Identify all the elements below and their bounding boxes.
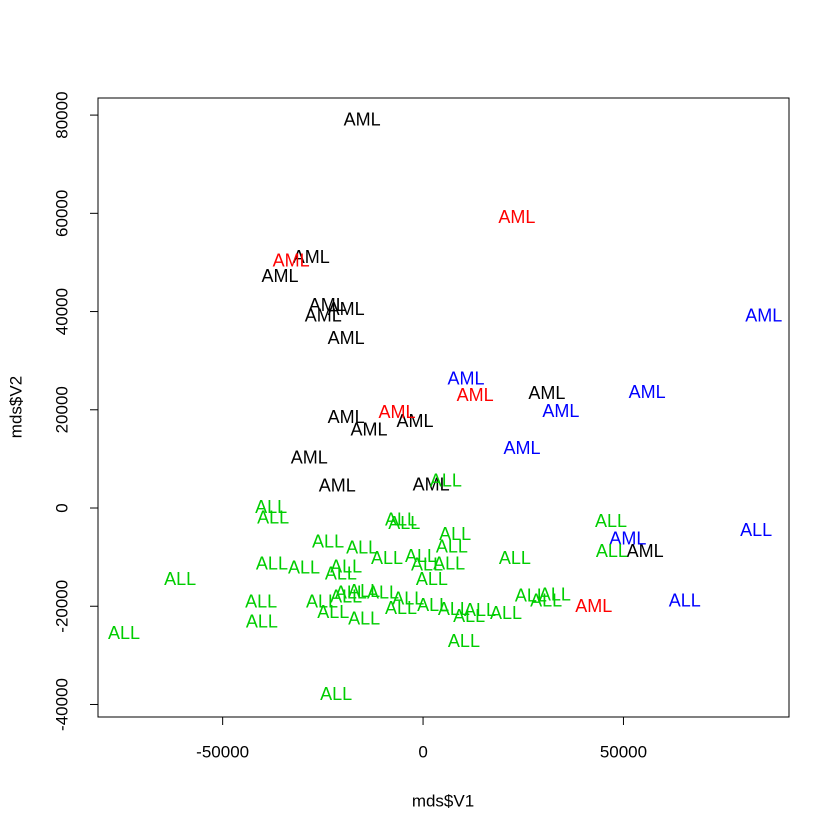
point-label: AML	[528, 383, 565, 403]
point-label: AML	[542, 401, 579, 421]
point-label: ALL	[453, 606, 485, 626]
point-label: AML	[627, 541, 664, 561]
point-label: ALL	[433, 554, 465, 574]
point-label: ALL	[255, 497, 287, 517]
point-label: AML	[413, 475, 450, 495]
point-label: ALL	[108, 623, 140, 643]
y-tick-label: 80000	[52, 91, 71, 138]
point-label: ALL	[325, 564, 357, 584]
point-label: ALL	[348, 609, 380, 629]
point-label: ALL	[596, 541, 628, 561]
point-label: ALL	[669, 591, 701, 611]
point-label: AML	[328, 299, 365, 319]
point-label: ALL	[245, 592, 277, 612]
x-axis-label: mds$V1	[412, 791, 474, 810]
y-tick-label: 60000	[52, 190, 71, 237]
y-axis-label: mds$V2	[6, 376, 25, 438]
point-label: AML	[745, 306, 782, 326]
point-label: AML	[504, 438, 541, 458]
point-label: ALL	[312, 532, 344, 552]
point-label: ALL	[436, 537, 468, 557]
point-label: ALL	[392, 589, 424, 609]
point-label: AML	[447, 369, 484, 389]
y-tick-label: 20000	[52, 386, 71, 433]
x-tick-label: -50000	[196, 742, 249, 761]
point-label: AML	[328, 407, 365, 427]
point-label: ALL	[367, 583, 399, 603]
point-label: AML	[609, 529, 646, 549]
point-label: AML	[575, 596, 612, 616]
point-label: ALL	[515, 586, 547, 606]
point-label: ALL	[499, 548, 531, 568]
point-label: ALL	[539, 585, 571, 605]
point-label: AML	[291, 448, 328, 468]
point-label: ALL	[320, 684, 352, 704]
point-label: ALL	[246, 612, 278, 632]
point-label: AML	[629, 382, 666, 402]
point-label: AML	[261, 266, 298, 286]
plot-frame	[97, 97, 790, 718]
point-label: ALL	[490, 603, 522, 623]
point-label: ALL	[405, 546, 437, 566]
point-label: ALL	[430, 471, 462, 491]
point-label: ALL	[385, 598, 417, 618]
x-tick-label: 0	[418, 742, 427, 761]
point-label: AML	[498, 207, 535, 227]
y-tick-label: 40000	[52, 288, 71, 335]
point-label: AML	[350, 420, 387, 440]
point-label: ALL	[448, 631, 480, 651]
point-label: ALL	[317, 602, 349, 622]
point-label: AML	[397, 411, 434, 431]
point-label: AML	[457, 385, 494, 405]
point-label: ALL	[438, 599, 470, 619]
point-label: ALL	[740, 520, 772, 540]
point-label: ALL	[330, 587, 362, 607]
point-label: ALL	[388, 513, 420, 533]
point-label: ALL	[411, 555, 443, 575]
point-label: ALL	[288, 558, 320, 578]
point-label: ALL	[346, 538, 378, 558]
point-label: ALL	[348, 581, 380, 601]
point-label: ALL	[530, 591, 562, 611]
point-label: ALL	[371, 548, 403, 568]
point-label: ALL	[306, 592, 338, 612]
y-tick-label: 0	[52, 503, 71, 512]
point-label: ALL	[464, 600, 496, 620]
x-tick-label: 50000	[600, 742, 647, 761]
point-label: AML	[293, 247, 330, 267]
point-label: AML	[344, 110, 381, 130]
point-label: AML	[273, 251, 310, 271]
point-label: AML	[309, 295, 346, 315]
point-label: ALL	[439, 524, 471, 544]
point-label: AML	[319, 476, 356, 496]
point-label: ALL	[416, 569, 448, 589]
point-label: ALL	[256, 554, 288, 574]
point-label: ALL	[335, 583, 367, 603]
point-label: ALL	[595, 511, 627, 531]
point-label: AML	[328, 328, 365, 348]
point-label: ALL	[417, 595, 449, 615]
point-label: ALL	[385, 510, 417, 530]
point-label: AML	[305, 306, 342, 326]
point-label: ALL	[330, 557, 362, 577]
y-tick-label: -40000	[52, 678, 71, 731]
point-label: AML	[378, 402, 415, 422]
y-tick-label: -20000	[52, 580, 71, 633]
point-label: ALL	[257, 508, 289, 528]
point-label: ALL	[164, 569, 196, 589]
